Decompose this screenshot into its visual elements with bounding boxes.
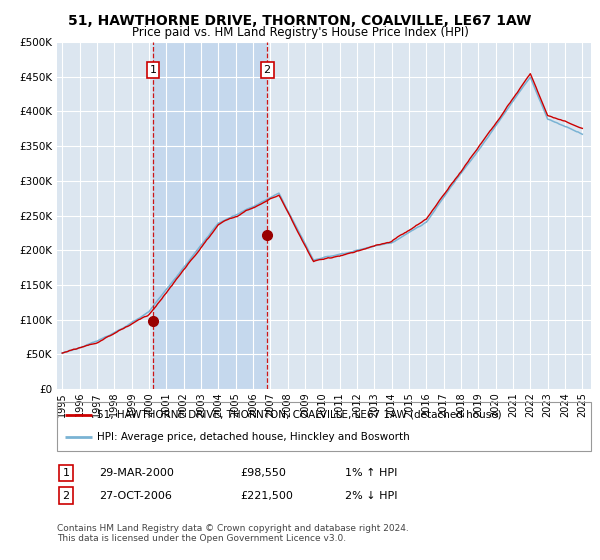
Text: 1: 1 [149,65,157,75]
Text: 1: 1 [62,468,70,478]
Text: HPI: Average price, detached house, Hinckley and Bosworth: HPI: Average price, detached house, Hinc… [97,432,410,442]
Text: 51, HAWTHORNE DRIVE, THORNTON, COALVILLE, LE67 1AW (detached house): 51, HAWTHORNE DRIVE, THORNTON, COALVILLE… [97,410,502,420]
Text: 27-OCT-2006: 27-OCT-2006 [99,491,172,501]
Text: £221,500: £221,500 [240,491,293,501]
Text: This data is licensed under the Open Government Licence v3.0.: This data is licensed under the Open Gov… [57,534,346,543]
Text: Price paid vs. HM Land Registry's House Price Index (HPI): Price paid vs. HM Land Registry's House … [131,26,469,39]
Text: 2: 2 [263,65,271,75]
Text: 1% ↑ HPI: 1% ↑ HPI [345,468,397,478]
Text: 29-MAR-2000: 29-MAR-2000 [99,468,174,478]
Text: 2% ↓ HPI: 2% ↓ HPI [345,491,398,501]
Text: 2: 2 [62,491,70,501]
Bar [153,42,267,389]
Text: Contains HM Land Registry data © Crown copyright and database right 2024.: Contains HM Land Registry data © Crown c… [57,524,409,533]
Text: £98,550: £98,550 [240,468,286,478]
Text: 51, HAWTHORNE DRIVE, THORNTON, COALVILLE, LE67 1AW: 51, HAWTHORNE DRIVE, THORNTON, COALVILLE… [68,14,532,28]
